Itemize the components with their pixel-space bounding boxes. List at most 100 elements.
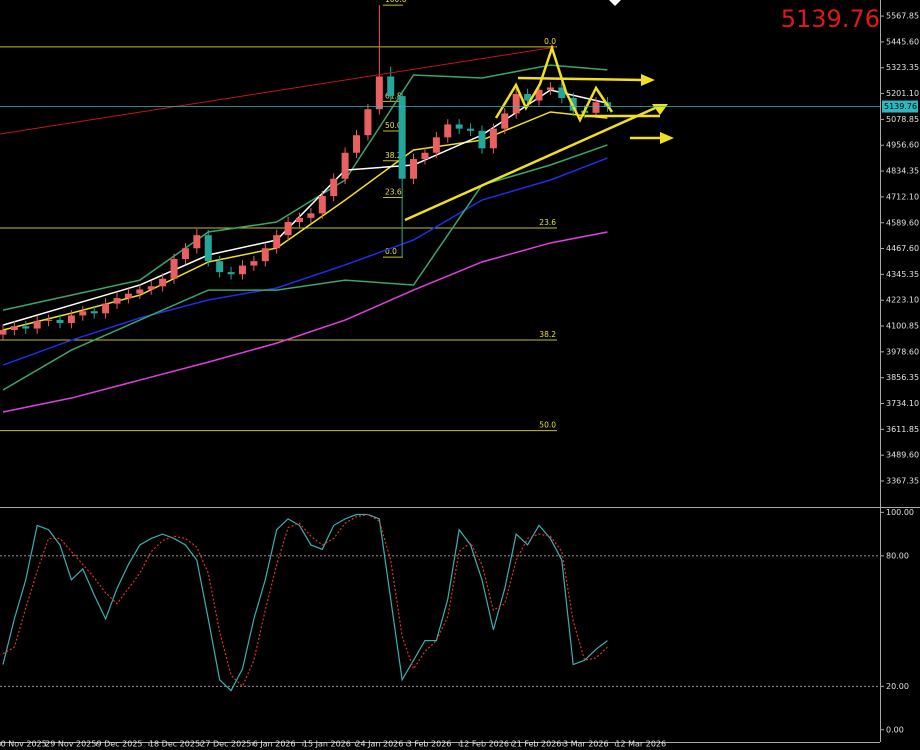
candle-body [67,315,75,324]
fib-label: 100.0 [385,0,407,4]
candle-body [421,152,429,160]
oscillator-line [2,513,608,688]
trendline [0,46,557,135]
y-tick-label: 3734.10 [886,399,919,408]
candle-body [193,235,201,249]
candle-body [227,272,235,275]
candle-body [204,235,212,262]
candle-body [56,319,64,324]
candle-body [159,278,167,287]
fib-label: 0.0 [544,37,556,46]
fib-label: 50.0 [385,121,402,130]
candle-body [330,178,338,197]
candle-body [558,87,566,99]
candle-body [364,109,372,136]
candle-body [387,76,395,97]
candle-body [170,259,178,279]
x-tick-label: 27 Dec 2025 [200,740,251,749]
candle-body [216,261,224,273]
y-tick-label: 5078.85 [886,115,919,124]
y-tick-label: 80.00 [886,551,909,560]
y-tick-label: 3367.35 [886,476,919,485]
y-tick-label: 4345.35 [886,270,919,279]
y-tick-label: 0.00 [886,725,904,734]
x-tick-label: 6 Jan 2026 [253,740,296,749]
candle-body [398,96,406,179]
candle-body [444,124,452,138]
indicator-line [2,144,608,391]
marker [609,0,621,6]
candle-body [273,235,281,249]
y-tick-label: 4589.60 [886,218,919,227]
wave-pattern [494,43,614,123]
candle-body [136,289,144,294]
candle-body [318,196,326,214]
candle-body [478,130,486,149]
x-tick-label: 29 Nov 2025 [45,740,96,749]
oscillator-line [2,513,608,692]
x-tick-label: 12 Mar 2026 [615,740,666,749]
candle-body [410,159,418,179]
fib-label: 38.2 [539,330,556,339]
y-tick-label: 5323.35 [886,63,919,72]
x-tick-label: 3 Mar 2026 [563,740,609,749]
candle-body [546,87,554,90]
x-tick-label: 15 Jan 2026 [303,740,351,749]
fib-label: 38.2 [385,151,402,160]
candle-body [33,320,41,329]
candle-body [10,326,18,331]
candle-body [307,213,315,218]
y-tick-label: 3611.85 [886,425,919,434]
candle-body [467,128,475,131]
y-tick-label: 3978.60 [886,347,919,356]
x-tick-label: 18 Dec 2025 [149,740,200,749]
current-price-box [882,100,918,113]
x-tick-label: 3 Feb 2026 [407,740,452,749]
candle-body [592,102,600,113]
candle-body [147,286,155,290]
candle-body [113,298,121,304]
indicator-layer [2,64,608,413]
y-tick-label: 4956.60 [886,141,919,150]
indicator-line [2,64,608,311]
y-tick-label: 100.00 [886,508,914,517]
candle-body [238,265,246,275]
candle-body [512,94,520,114]
y-tick-label: 5445.60 [886,37,919,46]
candle-body [0,330,7,335]
candle-body [353,135,361,153]
fib-label: 0.0 [385,247,397,256]
candle-body [45,319,53,321]
candle-body [341,152,349,179]
y-tick-label: 4467.60 [886,244,919,253]
annotations [0,43,674,222]
support-trendline [404,106,656,222]
y-tick-label: 3856.35 [886,373,919,382]
candle-body [250,261,258,266]
candle-body [489,128,497,149]
candle-body [90,311,98,314]
x-tick-label: 24 Jan 2026 [355,740,403,749]
y-tick-label: 4223.10 [886,296,919,305]
y-tick-label: 4834.35 [886,167,919,176]
y-tick-label: 4100.85 [886,322,919,331]
indicator-line [2,231,608,413]
candle-layer [0,5,611,340]
current-price-big: 5139.76 [781,5,880,33]
arrowhead [660,132,674,144]
candle-body [102,303,110,314]
y-tick-label: 3489.60 [886,451,919,460]
candle-body [535,89,543,101]
candle-body [295,217,303,223]
candle-body [22,326,30,329]
y-tick-label: 20.00 [886,682,909,691]
y-tick-label: 5567.85 [886,12,919,21]
candle-body [79,311,87,316]
x-tick-label: 0 Nov 2025 [1,740,47,749]
y-tick-label: 4712.10 [886,192,919,201]
current-price-label: 5139.76 [884,102,917,111]
fib-label: 23.6 [385,188,402,197]
candle-body [524,94,532,101]
candle-body [501,113,509,129]
